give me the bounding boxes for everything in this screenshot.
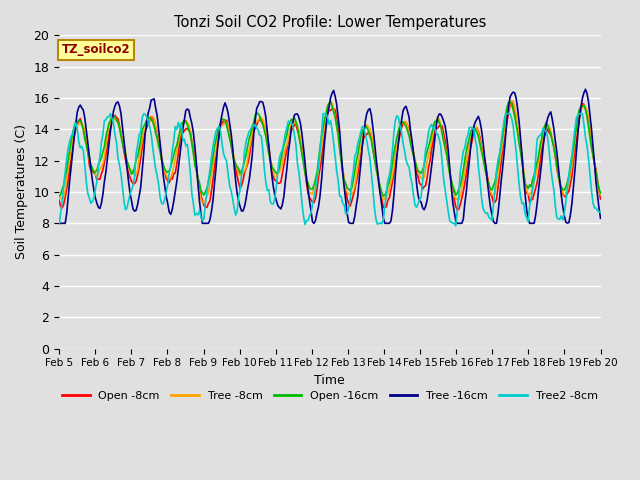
X-axis label: Time: Time	[314, 374, 345, 387]
Legend: Open -8cm, Tree -8cm, Open -16cm, Tree -16cm, Tree2 -8cm: Open -8cm, Tree -8cm, Open -16cm, Tree -…	[58, 387, 602, 406]
Y-axis label: Soil Temperatures (C): Soil Temperatures (C)	[15, 124, 28, 260]
Title: Tonzi Soil CO2 Profile: Lower Temperatures: Tonzi Soil CO2 Profile: Lower Temperatur…	[173, 15, 486, 30]
Text: TZ_soilco2: TZ_soilco2	[62, 43, 131, 56]
